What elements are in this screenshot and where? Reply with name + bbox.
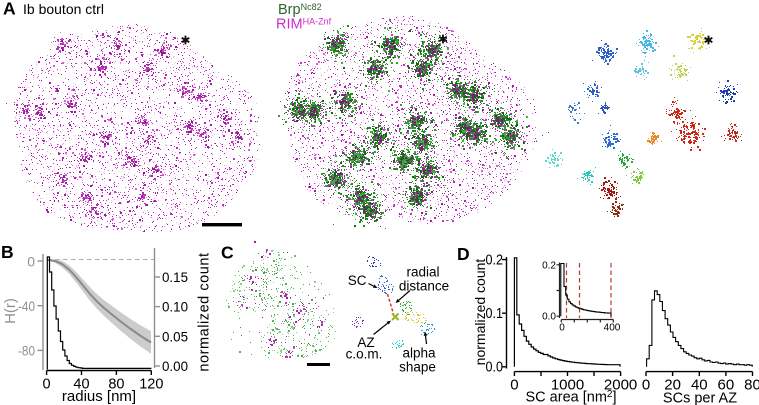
svg-text:normalized count: normalized count <box>197 252 213 371</box>
svg-text:alpha: alpha <box>402 346 436 361</box>
svg-text:0: 0 <box>559 323 565 334</box>
svg-text:0.15: 0.15 <box>162 269 188 285</box>
svg-text:c.o.m.: c.o.m. <box>346 347 383 362</box>
svg-text:radius [nm]: radius [nm] <box>62 388 136 405</box>
svg-text:0.2: 0.2 <box>486 253 504 269</box>
svg-text:0.0: 0.0 <box>542 312 556 323</box>
svg-text:SCs per AZ: SCs per AZ <box>663 391 737 405</box>
svg-text:normalized count: normalized count <box>472 259 488 366</box>
svg-text:0.10: 0.10 <box>162 299 188 315</box>
svg-text:C: C <box>221 243 234 263</box>
svg-text:0: 0 <box>642 377 650 394</box>
svg-text:0: 0 <box>27 253 35 269</box>
svg-text:0: 0 <box>43 377 51 393</box>
svg-text:-40: -40 <box>18 298 35 314</box>
svg-text:0.00: 0.00 <box>162 358 188 374</box>
svg-text:D: D <box>457 244 470 264</box>
svg-text:AZ: AZ <box>357 335 374 350</box>
svg-text:distance: distance <box>399 279 449 294</box>
svg-text:Ib bouton ctrl: Ib bouton ctrl <box>23 1 104 17</box>
svg-text:40: 40 <box>691 377 708 394</box>
svg-text:1000: 1000 <box>551 377 584 394</box>
svg-text:0.2: 0.2 <box>542 260 556 271</box>
svg-text:H(r): H(r) <box>2 298 19 324</box>
svg-text:80: 80 <box>744 377 759 394</box>
svg-text:A: A <box>3 0 16 19</box>
svg-text:B: B <box>1 242 14 262</box>
svg-text:shape: shape <box>399 360 436 375</box>
svg-text:80: 80 <box>108 377 124 393</box>
svg-text:40: 40 <box>73 377 89 393</box>
svg-text:SC: SC <box>348 273 367 288</box>
svg-text:RIMHA-Znf: RIMHA-Znf <box>276 17 332 33</box>
svg-text:0.0: 0.0 <box>486 359 504 375</box>
svg-text:400: 400 <box>604 323 621 334</box>
svg-text:0: 0 <box>510 377 518 394</box>
svg-text:0.1: 0.1 <box>486 306 504 322</box>
svg-text:60: 60 <box>718 377 735 394</box>
svg-text:0.05: 0.05 <box>162 328 188 344</box>
svg-text:120: 120 <box>139 377 163 393</box>
svg-text:radial: radial <box>406 265 439 280</box>
svg-text:2000: 2000 <box>604 377 637 394</box>
svg-text:-80: -80 <box>18 343 35 359</box>
svg-text:20: 20 <box>664 377 681 394</box>
svg-text:SC area [nm2]: SC area [nm2] <box>526 389 617 405</box>
